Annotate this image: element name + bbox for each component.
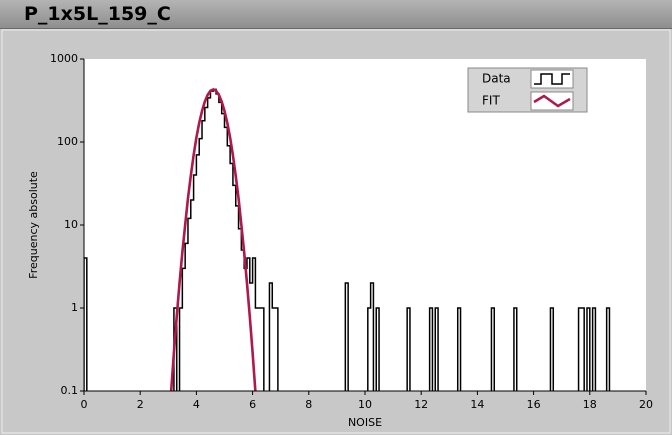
data-line [586,307,591,391]
legend-label: FIT [482,94,500,108]
data-line [577,307,585,391]
x-tick-label: 0 [81,398,88,411]
data-line [428,307,434,391]
data-line [344,282,349,391]
x-axis-label: NOISE [348,416,382,429]
data-line [375,307,380,391]
data-line [268,282,279,391]
x-tick-label: 14 [470,398,484,411]
data-line [84,257,88,391]
data-line [434,307,439,391]
legend-swatch [534,73,570,85]
title-bar: P_1x5L_159_C [0,0,672,29]
y-tick-label: 10 [64,218,78,231]
x-tick-label: 18 [583,398,597,411]
y-tick-label: 1000 [50,52,78,65]
y-axis-label: Frequency absolute [27,171,40,279]
x-tick-label: 4 [193,398,200,411]
data-line [367,282,375,391]
data-line [549,307,555,391]
legend-label: Data [482,72,511,86]
y-tick-label: 100 [57,135,78,148]
window-title: P_1x5L_159_C [24,3,171,25]
legend: Data FIT [467,67,588,113]
legend-swatch [533,94,571,108]
data-line [178,88,265,391]
data-line [591,307,597,391]
x-tick-label: 2 [137,398,144,411]
data-line [456,307,462,391]
plot-area [84,59,646,391]
data-line [605,307,611,391]
fit-line [169,87,257,391]
y-tick-label: 1 [71,301,78,314]
x-tick-label: 20 [639,398,653,411]
x-tick-label: 12 [414,398,428,411]
x-tick-label: 6 [249,398,256,411]
data-line [513,307,518,391]
x-tick-label: 10 [358,398,372,411]
y-tick-label: 0.1 [61,384,79,397]
data-line [490,307,496,391]
data-line [406,307,411,391]
x-tick-label: 16 [527,398,541,411]
x-tick-label: 8 [305,398,312,411]
